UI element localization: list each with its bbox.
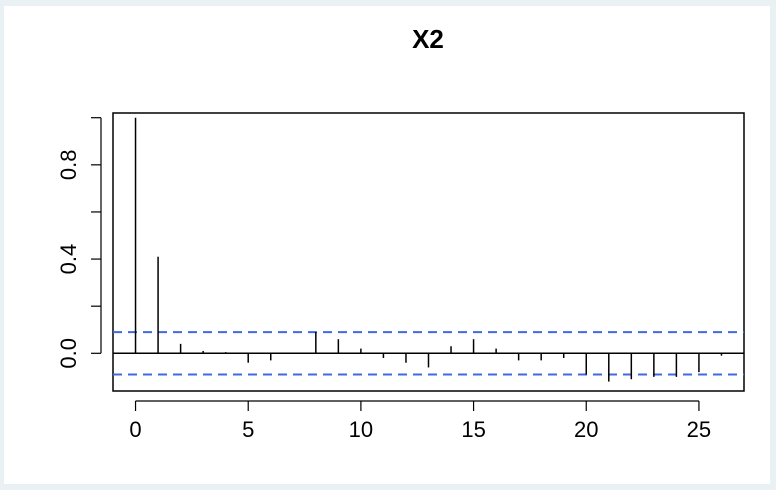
x-tick-label-20: 20 [574,417,598,442]
x-tick-label-15: 15 [461,417,485,442]
x-tick-label-25: 25 [687,417,711,442]
x-tick-label-0: 0 [129,417,141,442]
y-tick-label-0: 0.0 [56,338,81,369]
y-tick-label-4: 0.8 [56,150,81,181]
chart-marks: 0 5 10 15 20 25 0.0 0.4 0.8 [56,117,744,442]
chart-title: X2 [412,24,444,54]
x-tick-label-10: 10 [349,417,373,442]
y-tick-label-2: 0.4 [56,244,81,275]
chart-frame: X2 0 5 10 15 20 25 0.0 0.4 0.8 [4,6,770,484]
acf-chart: X2 0 5 10 15 20 25 0.0 0.4 0.8 [56,24,745,442]
x-tick-label-5: 5 [242,417,254,442]
plot-box [112,112,745,392]
